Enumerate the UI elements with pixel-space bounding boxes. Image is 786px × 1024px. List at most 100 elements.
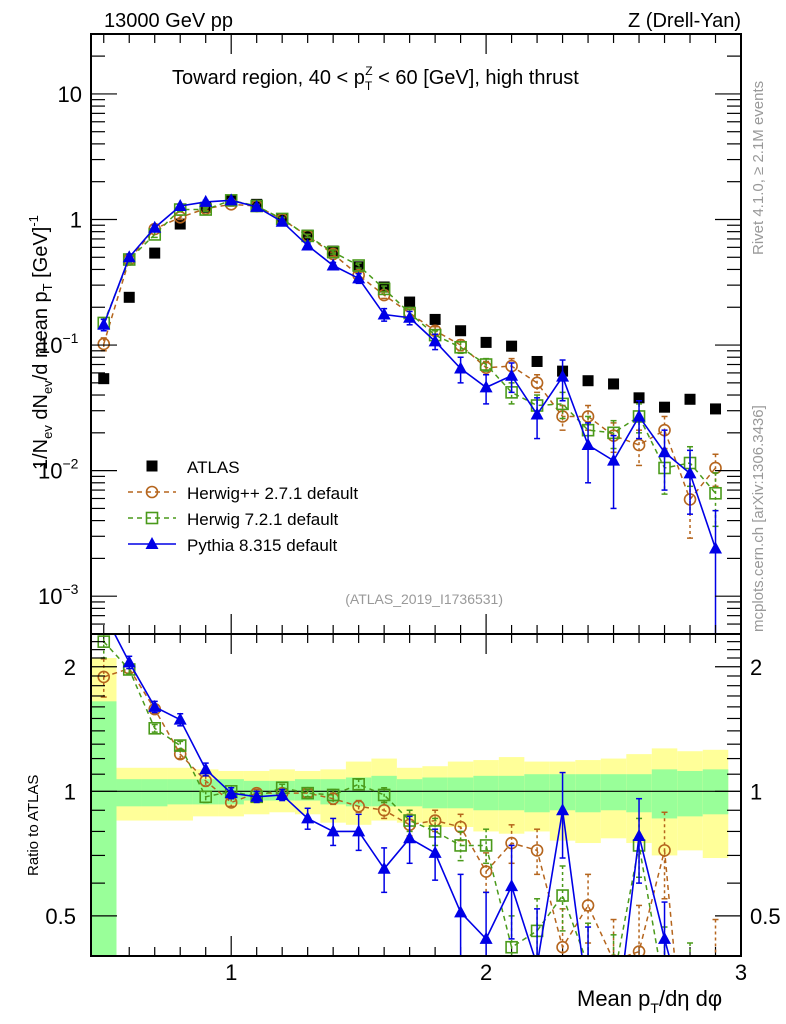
y-tick-exponent: −1 bbox=[62, 330, 78, 346]
stat-uncertainty-band bbox=[473, 775, 499, 811]
herwigpp-point bbox=[632, 438, 646, 452]
atlas-data-point bbox=[582, 375, 594, 387]
y-tick-label: 10 bbox=[58, 82, 82, 107]
y-tick-label: 10−1 bbox=[38, 330, 79, 358]
y-tick-exponent: −2 bbox=[62, 456, 78, 472]
herwig7-point bbox=[479, 839, 493, 852]
herwig7-point bbox=[199, 790, 213, 804]
atlas-data-point bbox=[531, 355, 543, 367]
title-post: < 60 [GeV], high thrust bbox=[373, 67, 580, 89]
pythia-point bbox=[479, 380, 493, 393]
svg-text:Mean pT/dη dφ: Mean pT/dη dφ bbox=[577, 986, 722, 1016]
pythia-point bbox=[403, 310, 417, 323]
atlas-data-point bbox=[480, 336, 492, 348]
pythia-point bbox=[403, 831, 417, 844]
stat-uncertainty-band bbox=[600, 774, 627, 811]
main-title: Toward region, 40 < pTZ < 60 [GeV], high… bbox=[172, 64, 579, 93]
herwig7-point bbox=[583, 960, 594, 971]
pythia-point bbox=[148, 220, 162, 233]
pythia-point bbox=[581, 437, 595, 450]
herwig7-point bbox=[301, 786, 314, 800]
herwigpp-point bbox=[530, 844, 544, 857]
legend-label: Pythia 8.315 default bbox=[187, 536, 338, 555]
herwigpp-point bbox=[581, 899, 595, 912]
pythia-point bbox=[250, 199, 264, 212]
legend-marker bbox=[145, 511, 159, 525]
herwigpp-point bbox=[97, 337, 111, 351]
ratio-ylabel: Ratio to ATLAS bbox=[25, 775, 42, 876]
title-pre: Toward region, 40 < p bbox=[172, 67, 365, 89]
ratio-y-tick-label: 1 bbox=[64, 779, 76, 804]
atlas-data-point bbox=[684, 393, 696, 405]
legend-label: ATLAS bbox=[187, 458, 240, 477]
header-left-label: 13000 GeV pp bbox=[104, 10, 233, 32]
pythia-point bbox=[428, 845, 442, 858]
herwig7-point bbox=[454, 340, 467, 354]
pythia-point bbox=[301, 238, 315, 251]
pythia-point bbox=[658, 931, 672, 944]
herwigpp-point bbox=[97, 670, 111, 684]
herwigpp-point bbox=[581, 410, 595, 423]
stat-uncertainty-band bbox=[498, 775, 525, 811]
herwigpp-point bbox=[530, 376, 544, 390]
herwig7-point bbox=[326, 788, 340, 802]
rivet-label: Rivet 4.1.0, ≥ 2.1M events bbox=[750, 81, 767, 255]
x-tick-label: 3 bbox=[735, 960, 747, 985]
ratio-y-tick-label-right: 2 bbox=[750, 655, 762, 680]
pythia-point bbox=[148, 699, 162, 712]
stat-uncertainty-band bbox=[116, 779, 142, 807]
stat-uncertainty-band bbox=[396, 779, 423, 807]
pythia-point bbox=[199, 762, 213, 775]
pythia-point bbox=[97, 317, 111, 330]
pythia-point bbox=[454, 361, 468, 374]
herwigpp-point bbox=[556, 940, 569, 954]
y-tick-exponent: −3 bbox=[62, 581, 78, 597]
analysis-label: (ATLAS_2019_I1736531) bbox=[345, 591, 503, 607]
herwig7-point bbox=[148, 722, 162, 735]
pythia-point bbox=[326, 824, 340, 837]
pythia-point bbox=[224, 786, 238, 799]
pythia-point bbox=[352, 824, 366, 837]
atlas-data-point bbox=[659, 401, 671, 413]
series-pythia-8-315-default bbox=[113, 634, 694, 956]
legend-entry: Pythia 8.315 default bbox=[128, 536, 338, 555]
herwig7-point bbox=[454, 839, 467, 852]
pythia-point bbox=[122, 250, 136, 263]
series-line bbox=[103, 641, 660, 956]
herwig7-point bbox=[326, 245, 340, 259]
herwig7-point bbox=[352, 777, 365, 791]
pythia-point bbox=[530, 407, 544, 420]
pythia-point bbox=[377, 861, 391, 874]
main-panel: 10−3 10−2 10−1 1 10 bbox=[38, 33, 742, 956]
herwig7-point bbox=[479, 358, 493, 371]
pythia-point bbox=[505, 368, 519, 381]
pythia-point bbox=[224, 193, 238, 206]
legend-entry: ATLAS bbox=[146, 458, 240, 477]
legend-marker bbox=[145, 537, 159, 549]
pythia-point bbox=[709, 541, 723, 554]
herwig7-point bbox=[173, 739, 187, 752]
series-line bbox=[103, 203, 717, 501]
pythia-point bbox=[607, 453, 621, 466]
pythia-point bbox=[122, 655, 136, 668]
herwig7-point bbox=[377, 788, 391, 802]
pythia-point bbox=[275, 787, 289, 800]
pythia-point bbox=[658, 445, 672, 458]
stat-uncertainty-band bbox=[575, 774, 601, 813]
herwig7-point bbox=[556, 889, 569, 902]
ratio-frame bbox=[90, 633, 742, 957]
ratio-y-tick-label: 2 bbox=[64, 655, 76, 680]
legend-marker bbox=[146, 460, 158, 472]
pythia-point bbox=[301, 811, 315, 824]
herwig7-point bbox=[352, 259, 365, 272]
legend-marker bbox=[145, 485, 159, 499]
title-sub: T bbox=[365, 79, 373, 93]
mcplots-label: mcplots.cern.ch [arXiv:1306.3436] bbox=[750, 405, 767, 632]
atlas-data-point bbox=[149, 247, 161, 259]
y-tick-label: 1 bbox=[70, 207, 82, 232]
atlas-data-point bbox=[123, 291, 135, 303]
y-tick-label: 10−3 bbox=[38, 581, 79, 609]
herwigpp-point bbox=[658, 844, 671, 857]
herwig7-point bbox=[377, 282, 391, 296]
